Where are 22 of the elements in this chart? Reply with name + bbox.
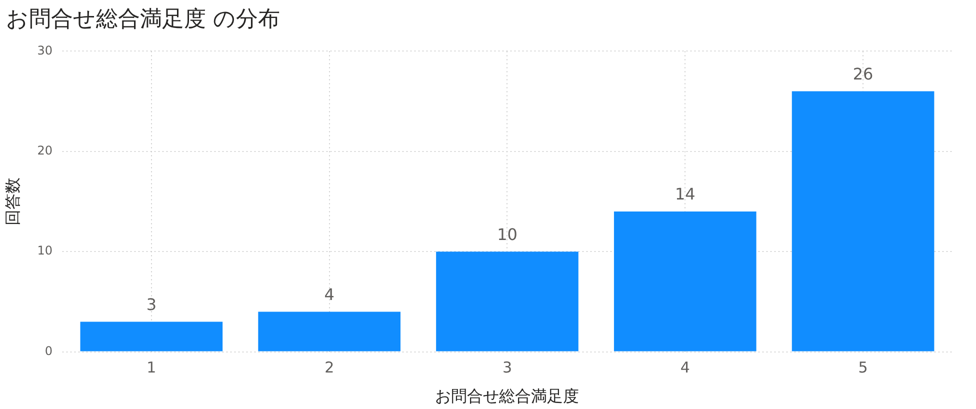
- x-tick-label: 2: [324, 358, 334, 377]
- y-tick-label: 30: [37, 43, 52, 58]
- x-axis-title: お問合せ総合満足度: [435, 386, 580, 406]
- bar: [436, 252, 578, 352]
- x-tick-label: 1: [146, 358, 156, 377]
- x-tick-label: 4: [680, 358, 690, 377]
- bar: [614, 212, 756, 352]
- data-label: 3: [146, 294, 157, 314]
- bar: [258, 312, 400, 352]
- data-label: 4: [324, 284, 334, 304]
- x-tick-label: 3: [502, 358, 512, 377]
- y-axis-title: 回答数: [2, 178, 22, 226]
- bar: [80, 322, 223, 352]
- bar: [792, 91, 934, 352]
- x-tick-label: 5: [858, 358, 868, 377]
- y-tick-label: 10: [37, 244, 52, 258]
- y-tick-label: 0: [44, 344, 52, 358]
- y-tick-label: 20: [37, 144, 52, 158]
- data-label: 14: [674, 184, 696, 204]
- data-label: 10: [497, 224, 518, 244]
- chart-title: お問合せ総合満足度 の分布: [6, 6, 280, 34]
- data-label: 26: [852, 64, 874, 84]
